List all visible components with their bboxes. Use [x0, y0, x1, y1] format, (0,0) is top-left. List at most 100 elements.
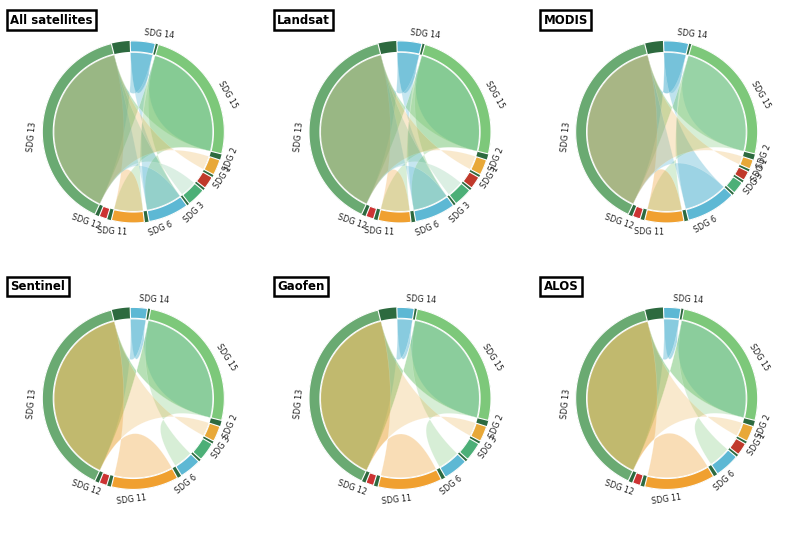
Polygon shape: [397, 308, 414, 319]
Text: SDG 12: SDG 12: [603, 479, 634, 497]
Polygon shape: [321, 55, 461, 204]
Polygon shape: [398, 53, 446, 210]
Polygon shape: [54, 55, 194, 204]
Text: MODIS: MODIS: [544, 13, 588, 27]
Polygon shape: [54, 55, 209, 204]
Text: SDG 6: SDG 6: [712, 470, 737, 493]
Polygon shape: [130, 41, 155, 54]
Polygon shape: [321, 321, 475, 470]
Text: SDG 12: SDG 12: [70, 212, 102, 231]
Text: SDG 1: SDG 1: [750, 156, 770, 183]
Polygon shape: [738, 423, 754, 441]
Polygon shape: [54, 319, 146, 470]
Text: SDG 2: SDG 2: [488, 146, 506, 173]
Text: SDG 12: SDG 12: [603, 212, 634, 231]
Text: SDG 2: SDG 2: [488, 413, 506, 439]
Text: SDG 11: SDG 11: [116, 493, 147, 506]
Polygon shape: [587, 53, 686, 204]
Text: SDG 15: SDG 15: [481, 342, 505, 373]
Text: SDG 6: SDG 6: [693, 215, 719, 235]
Polygon shape: [678, 321, 746, 464]
Text: SDG 1: SDG 1: [746, 431, 767, 457]
Polygon shape: [734, 167, 749, 180]
Text: SDG 3: SDG 3: [742, 171, 765, 196]
Text: SDG 2: SDG 2: [754, 413, 773, 439]
Text: SDG 14: SDG 14: [677, 28, 707, 40]
Polygon shape: [633, 473, 643, 486]
Polygon shape: [381, 56, 479, 211]
Text: SDG 3: SDG 3: [449, 201, 473, 224]
Polygon shape: [412, 56, 479, 210]
Polygon shape: [633, 206, 643, 219]
Text: SDG 13: SDG 13: [26, 389, 38, 419]
Polygon shape: [378, 209, 411, 223]
Polygon shape: [145, 56, 213, 210]
Text: SDG 11: SDG 11: [364, 225, 394, 236]
Polygon shape: [309, 310, 381, 481]
Polygon shape: [321, 55, 475, 204]
Polygon shape: [587, 55, 682, 211]
Text: SDG 13: SDG 13: [293, 389, 305, 419]
Polygon shape: [149, 309, 224, 421]
Polygon shape: [470, 423, 486, 441]
Polygon shape: [450, 183, 470, 204]
Polygon shape: [321, 321, 479, 470]
Polygon shape: [54, 321, 209, 470]
Text: SDG 6: SDG 6: [174, 473, 199, 496]
Polygon shape: [664, 53, 746, 151]
Polygon shape: [645, 467, 714, 489]
Polygon shape: [321, 321, 436, 478]
Polygon shape: [398, 53, 479, 151]
Polygon shape: [114, 56, 213, 211]
Polygon shape: [664, 53, 724, 209]
Polygon shape: [130, 308, 147, 319]
Text: SDG 15: SDG 15: [214, 342, 238, 373]
Text: SDG 13: SDG 13: [26, 122, 38, 152]
Polygon shape: [54, 55, 180, 210]
Text: SDG 14: SDG 14: [406, 294, 436, 305]
Polygon shape: [99, 473, 110, 486]
Polygon shape: [54, 321, 213, 470]
Text: SDG 14: SDG 14: [143, 28, 174, 40]
Polygon shape: [686, 188, 732, 220]
Polygon shape: [146, 321, 213, 465]
Polygon shape: [366, 473, 377, 486]
Polygon shape: [587, 321, 707, 478]
Polygon shape: [204, 423, 220, 441]
Text: SDG 13: SDG 13: [293, 122, 305, 152]
Text: SDG 15: SDG 15: [750, 79, 772, 110]
Polygon shape: [576, 44, 647, 214]
Text: Sentinel: Sentinel: [10, 280, 66, 293]
Polygon shape: [99, 206, 110, 219]
Polygon shape: [470, 157, 486, 175]
Text: SDG 14: SDG 14: [139, 294, 170, 305]
Text: SDG 6: SDG 6: [148, 220, 174, 238]
Text: SDG 2: SDG 2: [222, 413, 239, 439]
Polygon shape: [130, 319, 213, 417]
Polygon shape: [587, 321, 742, 470]
Polygon shape: [321, 55, 479, 204]
Text: SDG 14: SDG 14: [673, 294, 703, 305]
Polygon shape: [130, 53, 180, 210]
Text: SDG 6: SDG 6: [439, 474, 465, 496]
Text: SDG 13: SDG 13: [560, 389, 571, 419]
Polygon shape: [54, 55, 213, 204]
Polygon shape: [193, 439, 212, 459]
Text: SDG 3: SDG 3: [210, 434, 233, 460]
Text: SDG 1: SDG 1: [479, 165, 501, 190]
Polygon shape: [587, 55, 724, 209]
Polygon shape: [682, 309, 758, 421]
Text: SDG 2: SDG 2: [222, 146, 239, 173]
Text: ALOS: ALOS: [544, 280, 578, 293]
Polygon shape: [664, 319, 746, 417]
Polygon shape: [42, 310, 114, 481]
Polygon shape: [463, 172, 479, 188]
Text: SDG 13: SDG 13: [560, 122, 571, 152]
Text: SDG 12: SDG 12: [337, 479, 368, 497]
Polygon shape: [321, 55, 446, 210]
Polygon shape: [378, 470, 442, 489]
Polygon shape: [176, 454, 199, 475]
Polygon shape: [54, 53, 153, 204]
Text: SDG 11: SDG 11: [381, 494, 412, 506]
Polygon shape: [321, 55, 410, 211]
